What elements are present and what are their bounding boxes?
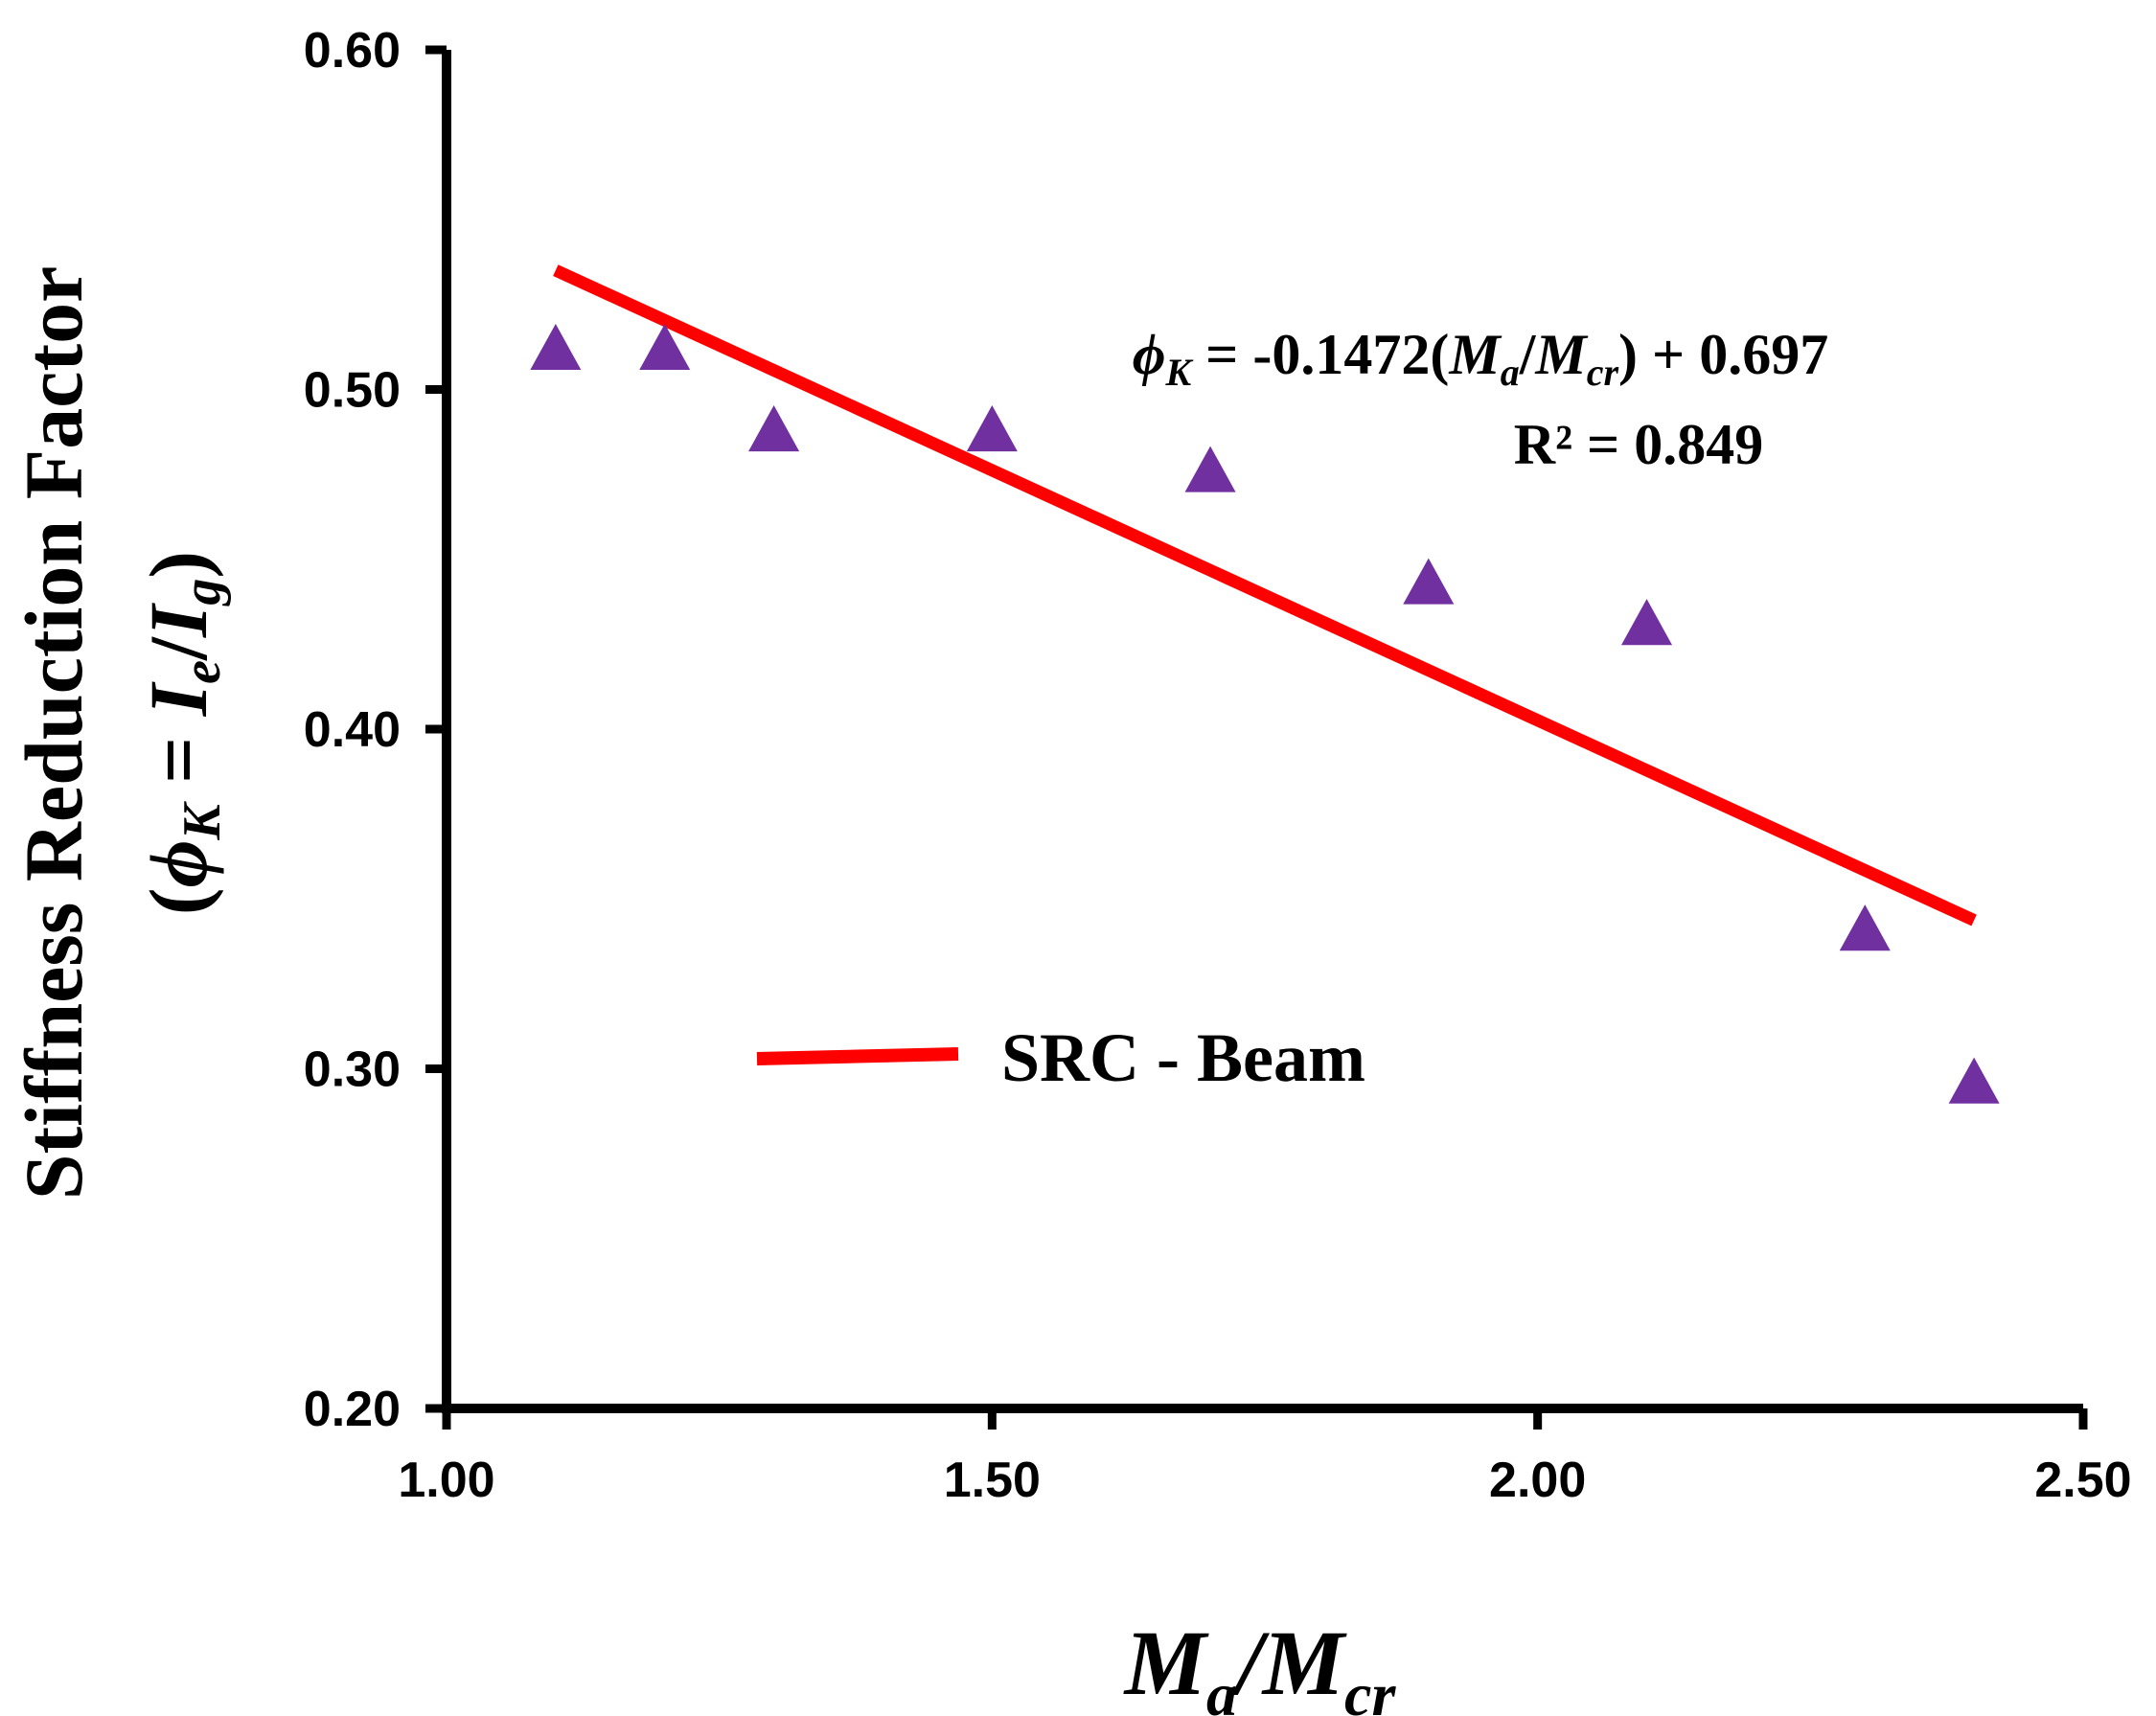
y-axis-title-line1: Stiffness Reduction Factor — [8, 266, 100, 1201]
legend-line-swatch — [756, 1047, 959, 1065]
trendline — [553, 264, 1977, 927]
data-point-triangle — [1839, 904, 1891, 951]
y-axis-subtitle: (ϕK = Ie/Ig) — [132, 551, 232, 915]
y-axis-title: Stiffness Reduction Factor — [8, 266, 100, 1201]
x-tick-label: 1.00 — [398, 1453, 494, 1508]
y-tick-label: 0.30 — [304, 1042, 401, 1098]
data-point-triangle — [748, 405, 800, 452]
y-tick-label: 0.50 — [304, 363, 401, 419]
data-point-triangle — [966, 405, 1018, 452]
data-point-triangle — [1948, 1057, 2000, 1104]
svg-text:(ϕK = Ie/Ig): (ϕK = Ie/Ig) — [132, 551, 232, 915]
axes: 0.20 0.30 0.40 0.50 0.60 1.00 1.50 2.00 2.50 — [304, 23, 2132, 1508]
trendline-equation: ϕK = -0.1472(Ma/Mcr) + 0.697 — [1133, 323, 1828, 394]
data-point-triangle — [1621, 599, 1673, 646]
data-point-triangle — [639, 323, 691, 371]
x-tick-label: 2.00 — [1489, 1453, 1586, 1508]
r-squared-label: R² = 0.849 — [1514, 413, 1764, 476]
legend: SRC - Beam — [756, 1019, 1365, 1096]
y-tick-label: 0.20 — [304, 1382, 401, 1437]
y-tick-label: 0.40 — [304, 702, 401, 758]
data-point-triangle — [1184, 446, 1236, 492]
data-point-triangle — [1403, 558, 1455, 605]
x-axis-title: Ma/Mcr — [1123, 1612, 1397, 1716]
y-tick-label: 0.60 — [304, 23, 401, 79]
legend-label: SRC - Beam — [1001, 1019, 1365, 1096]
data-points — [530, 323, 2000, 1104]
x-tick-label: 1.50 — [944, 1453, 1041, 1508]
x-tick-label: 2.50 — [2034, 1453, 2131, 1508]
svg-text:Stiffness Reduction Factor: Stiffness Reduction Factor — [8, 266, 100, 1201]
trendline-layer — [553, 264, 1977, 927]
data-point-triangle — [530, 323, 582, 371]
